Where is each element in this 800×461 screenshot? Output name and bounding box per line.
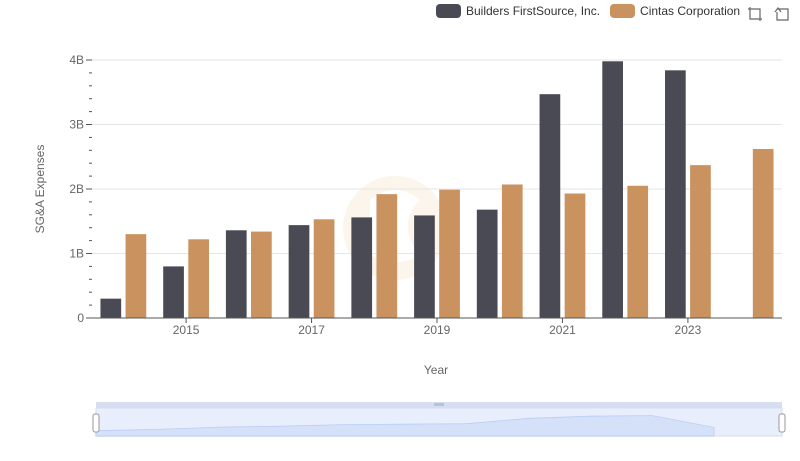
y-tick-label: 4B: [69, 53, 84, 67]
bar-cintas[interactable]: [627, 185, 649, 318]
bar-cintas[interactable]: [564, 193, 586, 318]
zoom-icon[interactable]: [747, 6, 763, 22]
bar-builders[interactable]: [602, 61, 623, 318]
bar-builders[interactable]: [163, 266, 184, 318]
legend-swatch-cintas: [610, 4, 636, 18]
legend-item-cintas[interactable]: Cintas Corporation: [610, 4, 740, 18]
x-axis: 2015 2017 2019 2021 2023: [92, 317, 782, 337]
bars-layer: [100, 61, 774, 318]
bar-cintas[interactable]: [313, 219, 335, 318]
datazoom-slider[interactable]: [92, 402, 786, 437]
y-tick-label: 0: [77, 311, 84, 325]
bar-builders[interactable]: [476, 209, 498, 318]
bar-cintas[interactable]: [376, 194, 398, 318]
x-tick-label: 2023: [675, 323, 702, 337]
legend-label-builders: Builders FirstSource, Inc.: [466, 4, 601, 18]
bar-builders[interactable]: [414, 215, 435, 318]
datazoom-handle-right[interactable]: [778, 413, 786, 433]
bar-builders[interactable]: [539, 94, 561, 318]
x-tick-label: 2017: [298, 323, 325, 337]
datazoom-move-handle[interactable]: [434, 403, 444, 406]
bar-builders[interactable]: [100, 298, 122, 318]
y-tick-label: 3B: [69, 118, 84, 132]
restore-icon[interactable]: [774, 6, 790, 22]
y-axis: 0 1B 2B 3B 4B: [69, 53, 92, 325]
legend-swatch-builders: [436, 4, 461, 18]
bar-builders[interactable]: [665, 70, 686, 318]
bar-cintas[interactable]: [439, 189, 460, 318]
bar-cintas[interactable]: [690, 165, 711, 318]
x-axis-title: Year: [424, 363, 448, 377]
datazoom-selection[interactable]: [96, 408, 782, 436]
y-tick-label: 1B: [69, 247, 84, 261]
bar-cintas[interactable]: [125, 234, 147, 318]
x-tick-label: 2015: [173, 323, 200, 337]
bar-builders[interactable]: [288, 225, 310, 318]
y-tick-label: 2B: [69, 182, 84, 196]
bar-cintas[interactable]: [752, 149, 774, 318]
datazoom-handle-left[interactable]: [92, 413, 100, 433]
bar-builders[interactable]: [225, 230, 247, 318]
legend-item-builders-firstsource[interactable]: Builders FirstSource, Inc.: [436, 4, 600, 18]
y-axis-title: SG&A Expenses: [33, 145, 47, 234]
legend: Builders FirstSource, Inc. Cintas Corpor…: [436, 4, 750, 18]
bar-cintas[interactable]: [188, 239, 209, 318]
legend-label-cintas: Cintas Corporation: [640, 4, 741, 18]
x-tick-label: 2019: [424, 323, 451, 337]
bar-builders[interactable]: [351, 217, 373, 318]
bar-cintas[interactable]: [251, 231, 272, 318]
bar-cintas[interactable]: [501, 184, 523, 318]
datazoom-preview-area: [95, 415, 715, 437]
x-tick-label: 2021: [549, 323, 576, 337]
